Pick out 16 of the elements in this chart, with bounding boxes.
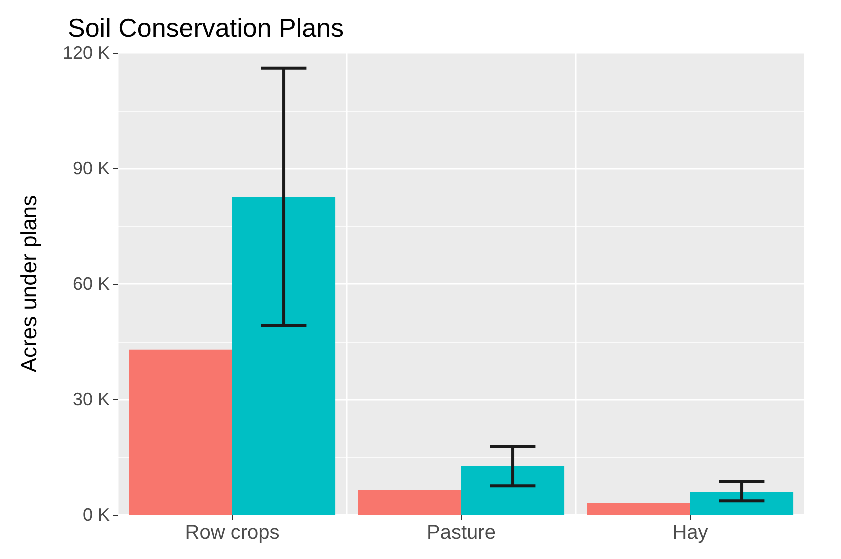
chart-title: Soil Conservation Plans <box>68 13 344 43</box>
bar <box>129 350 232 515</box>
bar <box>462 466 565 515</box>
y-tick-label: 90 K <box>72 158 110 178</box>
y-tick-label: 60 K <box>72 274 110 294</box>
x-tick-label: Row crops <box>185 522 280 544</box>
bar <box>587 503 690 515</box>
x-tick-label: Pasture <box>427 522 496 544</box>
y-tick-label: 120 K <box>62 43 110 63</box>
bar <box>232 197 336 515</box>
y-tick-label: 0 K <box>82 505 110 525</box>
bar <box>358 490 462 515</box>
x-tick-label: Hay <box>672 522 708 544</box>
bar <box>690 492 794 515</box>
y-axis-title: Acres under plans <box>16 195 42 373</box>
y-tick-label: 30 K <box>72 390 110 410</box>
